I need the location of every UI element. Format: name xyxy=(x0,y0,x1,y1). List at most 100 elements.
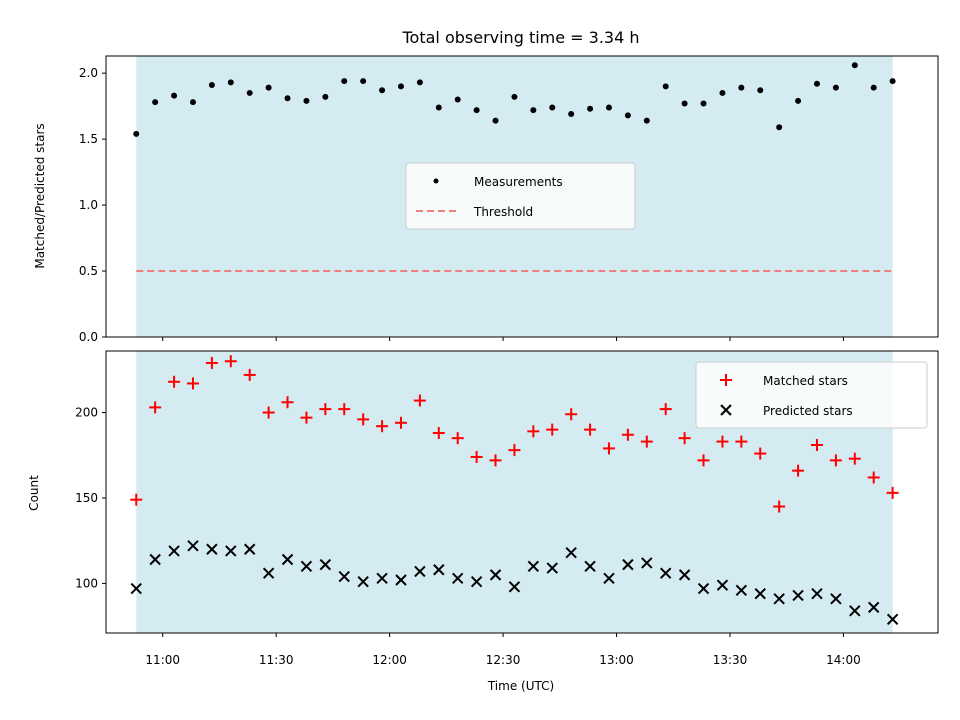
top-plot-frame xyxy=(105,55,939,338)
matched-star-point xyxy=(602,442,615,455)
bottom-x-ticks: 11:00 11:30 12:00 12:30 13:00 13:30 14:00 xyxy=(145,633,861,667)
x-tick-label: 12:00 xyxy=(372,653,407,667)
measurement-point xyxy=(870,84,877,91)
predicted-star-point xyxy=(678,569,691,581)
predicted-star-point xyxy=(206,543,218,555)
x-tick-label: 14:00 xyxy=(826,653,861,667)
x-axis-label: Time (UTC) xyxy=(487,679,554,693)
measurement-point xyxy=(133,130,140,137)
predicted-star-point xyxy=(187,540,199,552)
predicted-star-point xyxy=(792,589,804,602)
predicted-star-point xyxy=(584,560,596,573)
x-tick-label: 13:30 xyxy=(713,653,748,667)
measurement-point xyxy=(813,80,820,87)
measurement-point xyxy=(397,83,404,90)
matched-star-point xyxy=(168,375,181,388)
matched-star-point xyxy=(149,401,162,414)
predicted-star-point xyxy=(244,543,256,555)
predicted-star-point xyxy=(735,584,748,596)
x-tick-label: 12:30 xyxy=(486,653,521,667)
predicted-star-point xyxy=(319,558,332,571)
measurement-point xyxy=(776,124,783,131)
measurement-point xyxy=(171,92,178,99)
predicted-star-point xyxy=(338,570,350,583)
measurement-point xyxy=(605,104,612,111)
matched-star-point xyxy=(130,493,143,506)
measurement-point xyxy=(568,111,575,118)
bottom-panel: 100 150 200 11:00 11:30 12:00 12:30 13:00 13:30… xyxy=(27,350,939,693)
matched-star-point xyxy=(546,423,559,436)
measurement-point xyxy=(662,83,669,90)
measurement-point xyxy=(360,78,367,85)
y-tick-label: 0.0 xyxy=(79,330,98,344)
matched-star-point xyxy=(376,420,389,433)
matched-star-point xyxy=(716,435,729,448)
matched-star-point xyxy=(243,368,256,381)
predicted-star-point xyxy=(376,572,388,585)
measurement-point xyxy=(265,84,272,91)
legend-measurements-label: Measurements xyxy=(474,175,563,189)
predicted-star-point xyxy=(527,560,540,573)
x-tick-label: 11:00 xyxy=(145,653,180,667)
predicted-star-point xyxy=(603,572,615,585)
predicted-star-point xyxy=(830,593,842,605)
measurement-point xyxy=(511,93,518,100)
measurement-point xyxy=(227,79,234,86)
predicted-star-point xyxy=(886,613,899,626)
legend-measurements-marker xyxy=(433,178,439,184)
predicted-star-point xyxy=(433,564,445,576)
predicted-star-point xyxy=(622,558,634,571)
measurement-point xyxy=(700,100,707,107)
measurement-point xyxy=(624,112,631,119)
predicted-star-point xyxy=(281,553,294,566)
matched-star-point xyxy=(186,377,199,390)
matched-star-point xyxy=(678,432,691,445)
top-x-ticks xyxy=(162,337,844,341)
matched-star-point xyxy=(432,427,445,440)
predicted-star-point xyxy=(225,545,237,557)
measurement-point xyxy=(832,84,839,91)
matched-star-point xyxy=(810,439,823,451)
predicted-star-point xyxy=(395,574,407,586)
y-tick-label: 150 xyxy=(75,491,98,505)
matched-star-point xyxy=(640,435,653,448)
measurement-point xyxy=(757,87,764,94)
predicted-star-point xyxy=(130,582,142,595)
matched-star-point xyxy=(508,444,521,457)
predicted-star-point xyxy=(868,601,880,614)
predicted-star-point xyxy=(849,605,861,617)
matched-star-point xyxy=(300,411,313,424)
matched-star-point xyxy=(792,464,805,477)
matched-star-point xyxy=(489,454,502,467)
matched-star-point xyxy=(470,450,483,463)
legend-predicted-label: Predicted stars xyxy=(763,404,853,418)
predicted-star-point xyxy=(262,567,275,579)
measurement-point xyxy=(738,84,745,91)
matched-star-point xyxy=(829,454,842,467)
matched-star-point xyxy=(848,452,861,465)
predicted-star-point xyxy=(414,565,426,578)
bottom-y-ticks: 100 150 200 xyxy=(75,406,106,590)
top-y-ticks: 0.0 0.5 1.0 1.5 2.0 xyxy=(79,66,106,344)
x-tick-label: 13:00 xyxy=(599,653,634,667)
matched-star-point xyxy=(357,413,370,426)
predicted-star-point xyxy=(168,545,180,557)
legend-predicted-marker xyxy=(720,404,732,416)
measurement-point xyxy=(492,117,499,124)
measurement-point xyxy=(435,104,442,111)
matched-star-point xyxy=(659,403,672,416)
y-tick-label: 0.5 xyxy=(79,264,98,278)
matched-stars-points xyxy=(130,355,899,513)
measurement-point xyxy=(681,100,688,107)
bottom-legend-box xyxy=(695,361,928,429)
matched-star-point xyxy=(394,416,407,429)
matched-star-point xyxy=(319,403,332,416)
measurement-point xyxy=(246,89,253,96)
matched-star-point xyxy=(621,428,634,441)
matched-star-point xyxy=(584,423,597,436)
measurement-point xyxy=(530,107,537,114)
measurement-point xyxy=(322,93,329,100)
measurement-point xyxy=(208,82,215,89)
matched-star-point xyxy=(281,396,294,409)
